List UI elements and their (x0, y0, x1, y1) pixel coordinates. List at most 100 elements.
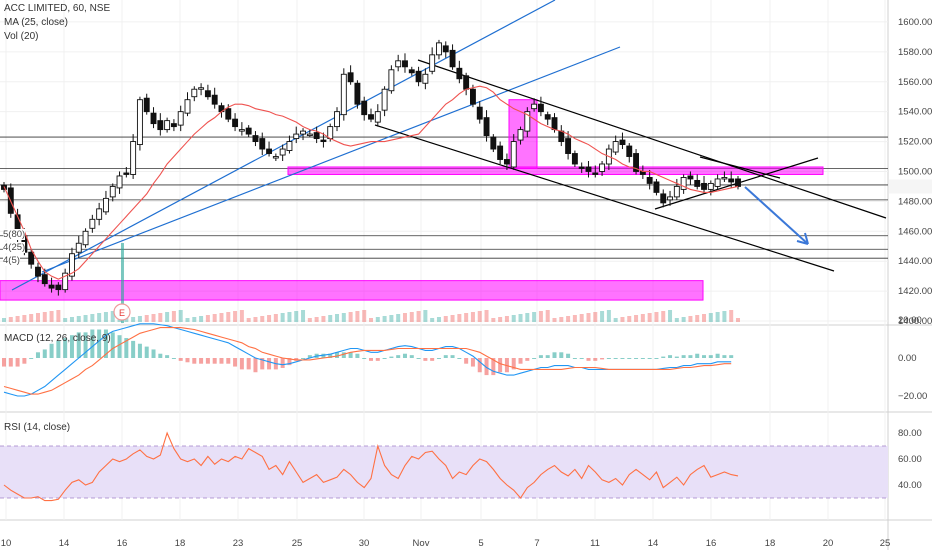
volume-bar (260, 316, 265, 322)
candle (130, 141, 137, 175)
x-tick-label: 18 (175, 538, 186, 549)
candle (524, 111, 531, 132)
y-tick-label: 1420.00 (898, 286, 932, 297)
candle (537, 103, 544, 113)
macd-histogram-bar (137, 343, 142, 358)
rsi-tick-label: 40.00 (898, 480, 922, 491)
candle (551, 117, 558, 131)
macd-histogram-bar (586, 358, 591, 361)
volume-bar (396, 314, 401, 322)
macd-histogram-bar (450, 355, 455, 358)
volume-bar (131, 317, 136, 322)
volume-bar (233, 311, 238, 322)
macd-histogram-bar (90, 329, 95, 358)
candle (714, 178, 721, 187)
volume-bar (620, 317, 625, 322)
candle (272, 156, 279, 159)
candle (89, 218, 96, 229)
macd-histogram-bar (396, 355, 401, 358)
volume-bar (606, 310, 611, 322)
volume-bar (436, 317, 441, 322)
candle (361, 100, 368, 116)
volume-bar (491, 318, 496, 322)
macd-histogram-bar (171, 358, 176, 359)
candle (483, 117, 490, 137)
volume-bar (402, 313, 407, 322)
candle (646, 177, 653, 184)
macd-histogram-bar (205, 358, 210, 364)
macd-histogram-bar (498, 358, 503, 373)
macd-histogram-bar (613, 358, 618, 359)
volume-bar (341, 313, 346, 322)
x-tick-label: 14 (648, 538, 659, 549)
volume-bar (2, 318, 6, 322)
macd-histogram-bar (158, 353, 163, 358)
macd-histogram-bar (436, 358, 441, 359)
macd-histogram-bar (124, 338, 129, 358)
macd-histogram-bar (722, 355, 727, 358)
candle (82, 230, 89, 246)
macd-histogram-bar (443, 355, 448, 358)
arrow-head (796, 232, 809, 245)
candle (116, 175, 123, 189)
candle (680, 177, 687, 190)
volume-bar (185, 318, 190, 322)
volume-bar (545, 310, 550, 322)
macd-histogram-bar (545, 355, 550, 358)
volume-bar (579, 314, 584, 322)
candle (619, 139, 626, 146)
volume-bar (518, 314, 523, 322)
macd-histogram-bar (219, 358, 224, 364)
volume-bar (729, 310, 734, 322)
candle (497, 145, 504, 160)
macd-histogram-bar (572, 358, 577, 359)
trendline-down (417, 59, 887, 219)
volume-bar (443, 316, 448, 322)
volume-bar (566, 316, 571, 322)
macd-histogram-bar (375, 358, 380, 361)
macd-histogram-bar (355, 353, 360, 358)
vol-label: Vol (20) (4, 31, 39, 42)
trendline-up (41, 46, 621, 273)
volume-bar (409, 312, 414, 322)
candle (633, 153, 640, 172)
volume-bar (90, 314, 95, 322)
volume-bar (634, 315, 639, 322)
volume-bar (654, 312, 659, 322)
volume-bar (450, 315, 455, 322)
candle (286, 141, 293, 151)
y-tick-label: 1500.00 (898, 166, 932, 177)
candle (198, 87, 205, 90)
candle (469, 88, 476, 105)
candle (368, 114, 374, 120)
volume-bar (688, 316, 693, 322)
macd-histogram-bar (634, 358, 639, 359)
macd-histogram-bar (409, 355, 414, 358)
candle (456, 67, 463, 80)
macd-histogram-bar (35, 352, 40, 358)
candle (164, 120, 171, 131)
macd-tick-label: 0.00 (898, 353, 917, 364)
candle (612, 141, 619, 153)
candle (429, 54, 436, 72)
volume-bar (151, 314, 156, 322)
volume-bar (253, 317, 258, 322)
volume-bar (226, 312, 231, 322)
volume-bar (69, 317, 74, 322)
volume-bar (280, 313, 285, 322)
candle (592, 172, 599, 175)
volume-bar (464, 313, 469, 322)
volume-bar (103, 312, 108, 322)
macd-histogram-bar (477, 358, 482, 373)
volume-bar (736, 318, 740, 322)
macd-histogram-bar (301, 358, 306, 359)
candle (395, 60, 402, 68)
candle (347, 72, 354, 83)
volume-bar (715, 312, 720, 322)
volume-bar (498, 317, 503, 322)
volume-bar (484, 310, 489, 322)
candle (157, 120, 164, 131)
macd-histogram-bar (681, 355, 686, 358)
volume-bar (600, 311, 605, 322)
y-tick-label: 1520.00 (898, 137, 932, 148)
